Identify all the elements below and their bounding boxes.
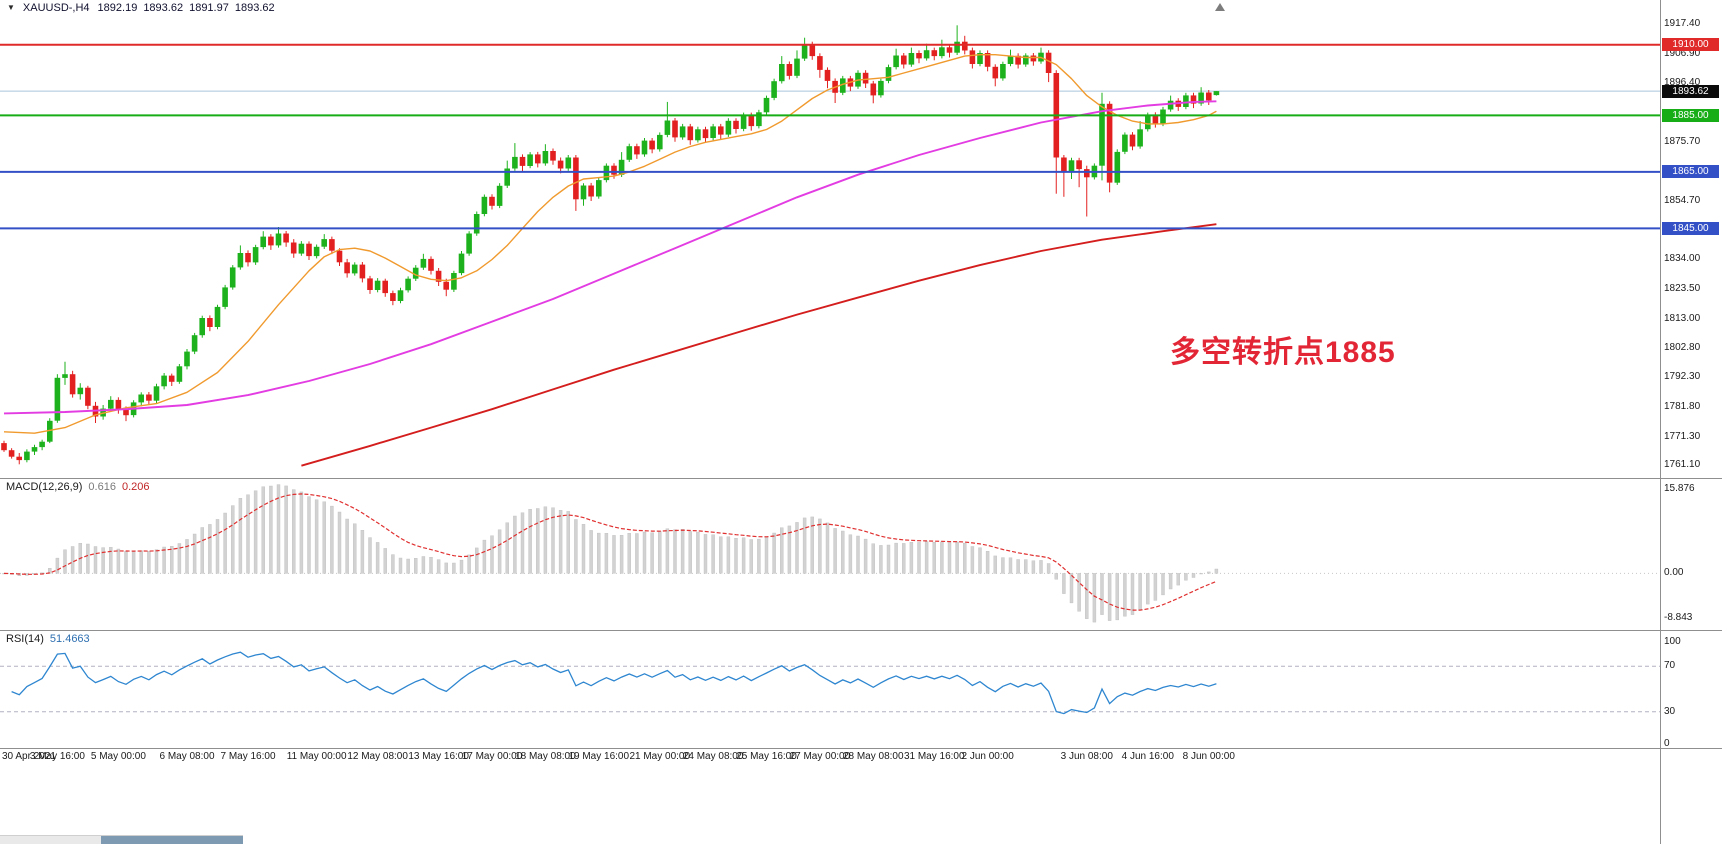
rsi-indicator-label: RSI(14) 51.4663 xyxy=(6,633,90,645)
price-tick-label: 1792.30 xyxy=(1664,371,1701,383)
ohlc-open: 1892.19 xyxy=(97,1,138,14)
date-label: 7 May 16:00 xyxy=(220,751,276,762)
rsi-line xyxy=(11,651,1217,715)
price-tick-label: 1906.90 xyxy=(1664,47,1701,59)
chart-annotation-text: 多空转折点1885 xyxy=(1170,336,1396,369)
date-label: 4 Jun 16:00 xyxy=(1121,751,1174,762)
date-label: 27 May 00:00 xyxy=(789,751,851,762)
date-label: 6 May 08:00 xyxy=(159,751,215,762)
chart-header: ▼ XAUUSD-,H4 1892.19 1893.62 1891.97 189… xyxy=(7,1,275,14)
macd-axis-zero-label: 0.00 xyxy=(1664,567,1684,579)
ohlc-low: 1891.97 xyxy=(189,1,229,14)
price-tick-label: 1854.70 xyxy=(1664,195,1701,206)
date-label: 3 Jun 08:00 xyxy=(1060,751,1113,762)
scrollbar-thumb[interactable] xyxy=(101,836,243,844)
macd-axis-min-label: -8.843 xyxy=(1664,612,1693,624)
price-tick-label: 1896.40 xyxy=(1664,77,1701,89)
date-label: 24 May 08:00 xyxy=(682,751,744,762)
hline-price-badge: 1865.00 xyxy=(1662,165,1719,179)
hline-price-badge: 1910.00 xyxy=(1662,38,1719,52)
macd-signal-value: 0.206 xyxy=(121,481,150,493)
macd-axis-max-label: 15.876 xyxy=(1664,482,1695,494)
horizontal-scrollbar[interactable] xyxy=(0,835,243,844)
candlesticks[interactable] xyxy=(1,25,1220,465)
date-label: 3 May 16:00 xyxy=(29,751,85,762)
symbol-timeframe: XAUUSD-,H4 xyxy=(22,1,90,14)
price-tick-label: 1771.30 xyxy=(1664,430,1701,442)
hline-price-badge: 1845.00 xyxy=(1662,221,1719,235)
rsi-axis-label: 30 xyxy=(1664,705,1676,717)
date-label: 25 May 16:00 xyxy=(736,751,797,762)
macd-main-value: 0.616 xyxy=(88,481,116,493)
date-label: 19 May 16:00 xyxy=(568,751,630,762)
price-tick-label: 1917.40 xyxy=(1664,17,1701,29)
date-label: 17 May 00:00 xyxy=(461,751,523,762)
date-label: 11 May 00:00 xyxy=(286,751,347,762)
ohlc-close: 1893.62 xyxy=(234,1,275,14)
date-label: 21 May 00:00 xyxy=(629,751,691,762)
date-label: 12 May 08:00 xyxy=(347,751,408,762)
price-tick-label: 1875.70 xyxy=(1664,135,1701,147)
price-tick-label: 1823.50 xyxy=(1664,283,1701,295)
date-label: 28 May 08:00 xyxy=(842,751,904,762)
ma-slow-red[interactable] xyxy=(301,223,1217,467)
ma-mid-magenta[interactable] xyxy=(3,100,1217,415)
macd-indicator-label: MACD(12,26,9) 0.616 0.206 xyxy=(6,481,149,493)
current-price-badge: 1893.62 xyxy=(1662,84,1719,98)
rsi-axis-label: 70 xyxy=(1664,660,1676,672)
price-tick-label: 1761.10 xyxy=(1664,459,1701,471)
macd-signal-line xyxy=(3,493,1217,611)
rsi-name: RSI(14) xyxy=(6,633,44,645)
collapse-arrow-icon[interactable]: ▼ xyxy=(7,2,15,12)
ma-fast-orange[interactable] xyxy=(3,54,1217,434)
date-label: 8 Jun 00:00 xyxy=(1182,751,1235,762)
price-tick-label: 1781.80 xyxy=(1664,400,1701,412)
chart-shift-marker-icon[interactable] xyxy=(1215,3,1225,11)
ohlc-values: 1892.19 1893.62 1891.97 1893.62 xyxy=(98,2,275,14)
date-label: 2 Jun 00:00 xyxy=(961,751,1014,762)
date-label: 31 May 16:00 xyxy=(903,751,965,762)
price-tick-label: 1802.80 xyxy=(1664,341,1701,353)
ohlc-high: 1893.62 xyxy=(143,1,184,14)
date-label: 13 May 16:00 xyxy=(408,751,469,762)
rsi-axis-label: 100 xyxy=(1664,636,1681,647)
price-tick-label: 1834.00 xyxy=(1664,253,1701,265)
macd-histogram xyxy=(2,484,1219,623)
rsi-axis-label: 0 xyxy=(1664,738,1670,749)
macd-name: MACD(12,26,9) xyxy=(6,481,83,493)
price-tick-label: 1813.00 xyxy=(1664,312,1701,324)
rsi-value: 51.4663 xyxy=(49,633,90,645)
date-label: 18 May 08:00 xyxy=(515,751,576,762)
date-label: 30 Apr 2021 xyxy=(2,751,56,762)
hline-price-badge: 1885.00 xyxy=(1662,108,1719,122)
date-label: 5 May 00:00 xyxy=(90,751,146,762)
